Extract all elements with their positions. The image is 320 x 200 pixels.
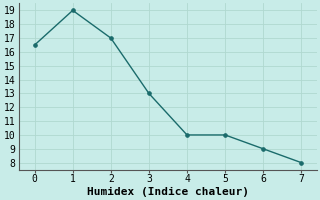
X-axis label: Humidex (Indice chaleur): Humidex (Indice chaleur) [87, 186, 249, 197]
